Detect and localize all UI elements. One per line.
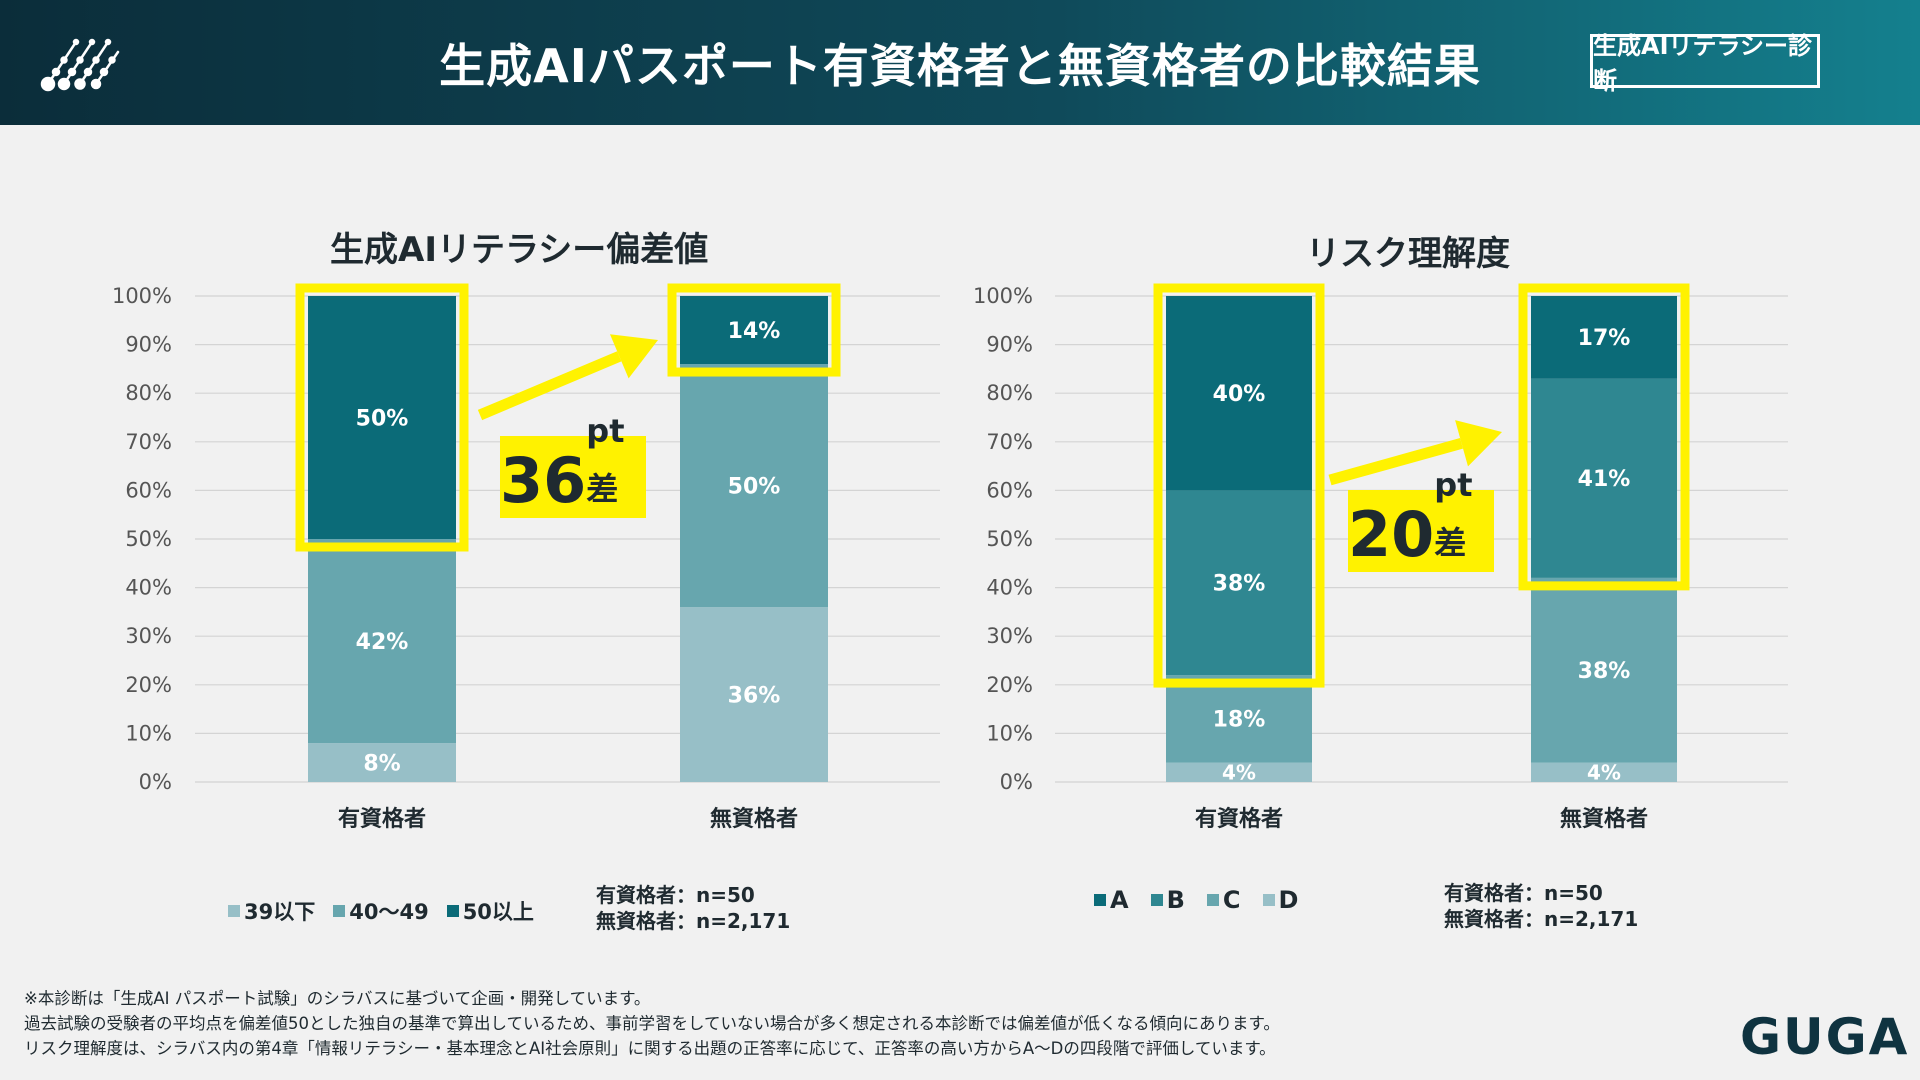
bar-segment	[1531, 296, 1677, 379]
y-tick-label: 30%	[125, 624, 172, 648]
x-tick-label: 有資格者	[1195, 806, 1283, 832]
header-bar: 生成AIパスポート有資格者と無資格者の比較結果 生成AIリテラシー診断	[0, 0, 1920, 125]
bar-segment	[680, 296, 828, 365]
legend-item: C	[1206, 886, 1241, 914]
page-title: 生成AIパスポート有資格者と無資格者の比較結果	[439, 39, 1481, 93]
diff-callout-risk: 20 pt差	[1348, 466, 1494, 572]
data-label: 50%	[356, 406, 409, 431]
data-label: 41%	[1578, 467, 1631, 492]
y-tick-label: 10%	[125, 721, 172, 745]
bar-segment	[1166, 762, 1312, 782]
highlight-box	[1518, 283, 1690, 591]
footnote-line: 過去試験の受験者の平均点を偏差値50とした独自の基準で算出しているため、事前学習…	[24, 1014, 1280, 1033]
chart-title-literacy: 生成AIリテラシー偏差値	[330, 230, 709, 270]
y-tick-label: 40%	[125, 576, 172, 600]
y-tick-label: 10%	[986, 721, 1033, 745]
data-label: 38%	[1578, 659, 1631, 684]
y-tick-label: 0%	[139, 770, 172, 794]
diff-number: 20	[1348, 498, 1435, 571]
data-label: 38%	[1213, 572, 1266, 597]
legend-item: 39以下	[228, 896, 315, 926]
trend-arrow-head	[1455, 420, 1502, 467]
legend-swatch	[228, 905, 240, 917]
bar-segment	[1166, 490, 1312, 676]
sample-size-risk: 有資格者：n=50 無資格者：n=2,171	[1444, 881, 1639, 931]
y-tick-label: 80%	[125, 381, 172, 405]
x-tick-label: 有資格者	[338, 806, 426, 832]
legend-risk: A B C D	[1094, 886, 1298, 914]
y-tick-label: 80%	[986, 381, 1033, 405]
y-tick-label: 50%	[125, 527, 172, 551]
highlight-box	[1153, 283, 1325, 688]
legend-swatch	[446, 905, 459, 917]
y-tick-label: 20%	[125, 673, 172, 697]
bar-segment	[1531, 378, 1677, 578]
data-label: 4%	[1587, 760, 1621, 784]
data-label: 17%	[1578, 326, 1631, 351]
chart-title-risk: リスク理解度	[1306, 234, 1510, 274]
data-label: 50%	[728, 474, 781, 499]
highlight-box	[667, 283, 841, 377]
legend-item: B	[1150, 886, 1185, 914]
footnote-line: リスク理解度は、シラバス内の第4章「情報リテラシー・基本理念とAI社会原則」に関…	[24, 1039, 1276, 1058]
legend-swatch	[1206, 894, 1219, 906]
y-tick-label: 100%	[112, 284, 172, 308]
legend-swatch	[1262, 894, 1275, 906]
bar-segment	[680, 607, 828, 782]
y-tick-label: 0%	[1000, 770, 1033, 794]
data-label: 42%	[356, 630, 409, 655]
y-tick-label: 70%	[125, 430, 172, 454]
y-tick-label: 50%	[986, 527, 1033, 551]
y-tick-label: 20%	[986, 673, 1033, 697]
highlight-box	[295, 283, 469, 552]
y-tick-label: 30%	[986, 624, 1033, 648]
bar-segment	[680, 364, 828, 608]
bar-segment	[1531, 577, 1677, 763]
data-label: 8%	[363, 751, 400, 776]
y-tick-label: 90%	[986, 333, 1033, 357]
y-tick-label: 90%	[125, 333, 172, 357]
diff-unit: pt差	[586, 412, 625, 508]
trend-arrow-shaft	[477, 351, 622, 421]
y-tick-label: 60%	[125, 478, 172, 502]
data-label: 18%	[1213, 708, 1266, 733]
legend-literacy: 39以下 40〜49 50以上	[228, 896, 534, 926]
trend-arrow-head	[609, 334, 658, 379]
footnotes: ※本診断は「生成AI パスポート試験」のシラバスに基づいて企画・開発しています。…	[24, 986, 1280, 1061]
bar-segment	[308, 539, 456, 744]
bar-segment	[308, 296, 456, 539]
bar-segment	[1166, 296, 1312, 491]
legend-item: A	[1094, 886, 1129, 914]
legend-swatch	[333, 905, 346, 917]
data-label: 14%	[728, 319, 781, 344]
y-tick-label: 60%	[986, 478, 1033, 502]
bar-segment	[1166, 675, 1312, 763]
legend-item: 50以上	[446, 896, 534, 926]
y-tick-label: 70%	[986, 430, 1033, 454]
footnote-line: ※本診断は「生成AI パスポート試験」のシラバスに基づいて企画・開発しています。	[24, 989, 651, 1008]
y-tick-label: 40%	[986, 576, 1033, 600]
brand-logo: GUGA	[1740, 1008, 1910, 1066]
trend-arrow-shaft	[1328, 437, 1464, 486]
x-tick-label: 無資格者	[710, 806, 798, 832]
data-label: 40%	[1213, 382, 1266, 407]
legend-swatch	[1150, 894, 1163, 906]
diff-number: 36	[500, 444, 587, 517]
bar-segment	[1531, 762, 1677, 782]
bar-segment	[308, 743, 456, 782]
data-label: 4%	[1222, 760, 1256, 784]
legend-swatch	[1094, 894, 1106, 906]
data-label: 36%	[728, 683, 781, 708]
sample-size-literacy: 有資格者：n=50 無資格者：n=2,171	[596, 883, 791, 933]
diff-callout-literacy: 36 pt差	[500, 412, 646, 518]
x-tick-label: 無資格者	[1560, 806, 1648, 832]
legend-item: D	[1262, 886, 1298, 914]
diff-unit: pt差	[1434, 466, 1473, 562]
legend-item: 40〜49	[333, 896, 429, 926]
logo-icon	[40, 38, 120, 92]
y-tick-label: 100%	[973, 284, 1033, 308]
